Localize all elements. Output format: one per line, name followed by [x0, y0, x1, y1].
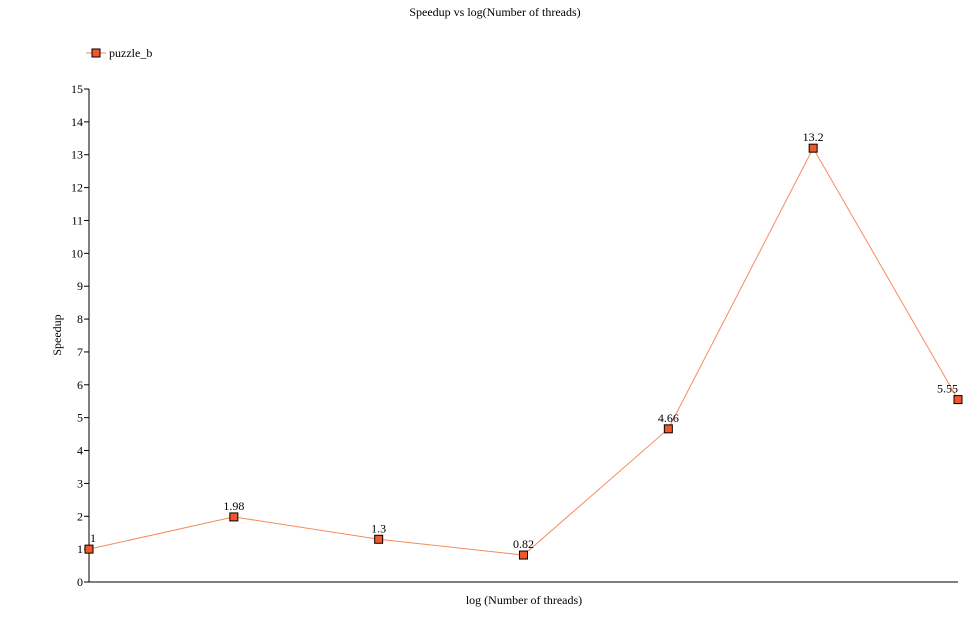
- y-tick-label: 1: [77, 542, 83, 556]
- data-label: 0.82: [513, 537, 534, 551]
- y-axis-title: Speedup: [50, 314, 64, 355]
- data-label: 13.2: [803, 130, 824, 144]
- data-point: [519, 550, 528, 560]
- data-label: 4.66: [658, 411, 679, 425]
- data-point: [84, 544, 94, 554]
- data-point: [374, 534, 384, 544]
- y-tick-label: 0: [77, 575, 83, 589]
- legend: puzzle_b: [86, 46, 152, 60]
- y-tick-label: 14: [71, 115, 83, 129]
- y-tick-label: 7: [77, 345, 83, 359]
- x-axis-title: log (Number of threads): [466, 593, 582, 607]
- data-point: [663, 424, 673, 434]
- y-tick-label: 5: [77, 411, 83, 425]
- data-point: [808, 143, 818, 153]
- data-labels: 1 1.98 1.3 0.82 4.66 13.2 5.55: [90, 130, 958, 551]
- y-tick-label: 11: [71, 213, 83, 227]
- data-label: 5.55: [937, 382, 958, 396]
- legend-marker: [91, 48, 101, 58]
- y-tick-label: 6: [77, 378, 83, 392]
- series-line-puzzle_b: [88, 147, 959, 556]
- y-tick-label: 9: [77, 279, 83, 293]
- data-label: 1.3: [371, 521, 386, 535]
- y-tick-label: 4: [77, 444, 83, 458]
- data-label: 1: [90, 531, 96, 545]
- legend-label: puzzle_b: [109, 46, 152, 60]
- data-points: [84, 143, 963, 560]
- data-point: [953, 395, 963, 405]
- y-tick-label: 13: [71, 148, 83, 162]
- chart-title: Speedup vs log(Number of threads): [409, 5, 580, 19]
- y-tick-label: 12: [71, 181, 83, 195]
- data-point: [229, 512, 239, 522]
- data-label: 1.98: [223, 499, 244, 513]
- y-tick-label: 2: [77, 509, 83, 523]
- y-tick-label: 3: [77, 476, 83, 490]
- y-tick-label: 15: [71, 82, 83, 96]
- y-tick-label: 8: [77, 312, 83, 326]
- y-tick-label: 10: [71, 246, 83, 260]
